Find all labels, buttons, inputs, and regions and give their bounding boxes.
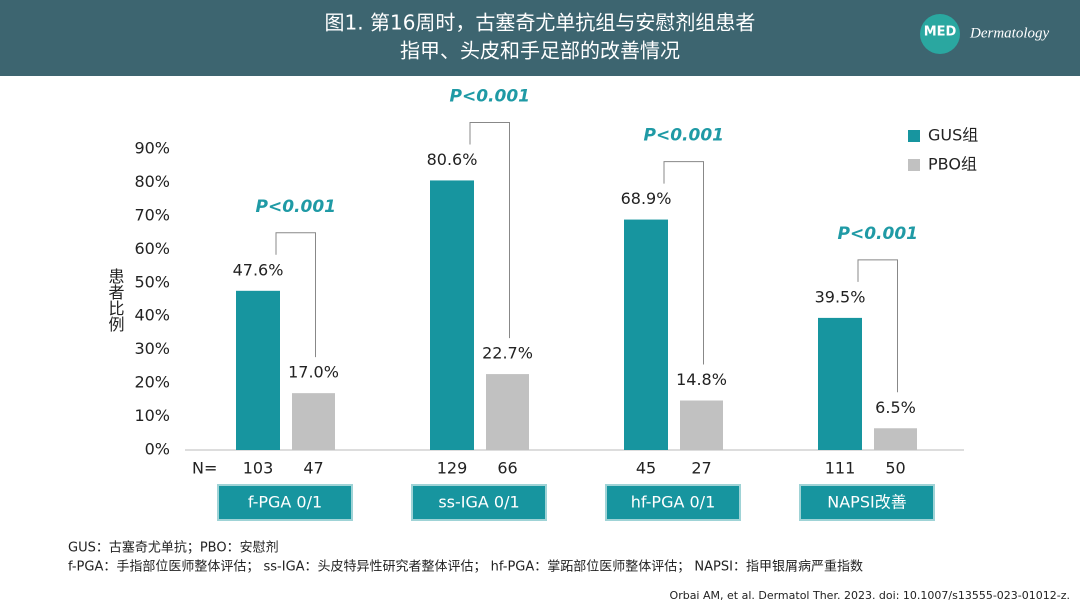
title-line: 指甲、头皮和手足部的改善情况 — [400, 39, 680, 63]
value-label: 39.5% — [815, 287, 866, 306]
value-label: 22.7% — [482, 344, 533, 363]
n-value: 129 — [437, 459, 468, 478]
n-value: 27 — [691, 459, 711, 478]
y-tick-label: 90% — [134, 139, 170, 158]
n-value: 111 — [825, 459, 856, 478]
logo-circle — [920, 14, 960, 54]
n-value: 47 — [303, 459, 323, 478]
n-value: 45 — [636, 459, 656, 478]
title-line: 图1. 第16周时，古塞奇尤单抗组与安慰剂组患者 — [325, 11, 756, 35]
significance-bracket — [275, 232, 316, 358]
value-label: 80.6% — [427, 150, 478, 169]
bar — [236, 290, 280, 450]
bar — [680, 400, 723, 450]
footnote: f-PGA：手指部位医师整体评估； ss-IGA：头皮特异性研究者整体评估； h… — [68, 559, 863, 575]
bar — [874, 428, 917, 450]
value-label: 14.8% — [676, 370, 727, 389]
legend-label: GUS组 — [928, 126, 978, 145]
y-axis-label: 患者比例 — [106, 268, 125, 333]
y-tick-label: 50% — [134, 272, 170, 291]
n-value: 66 — [497, 459, 517, 478]
x-tick-label: f-PGA 0/1 — [248, 493, 322, 512]
y-tick-label: 70% — [134, 205, 170, 224]
significance-bracket — [857, 259, 898, 393]
category-box — [411, 484, 547, 521]
significance-bracket — [663, 161, 704, 365]
legend-label: PBO组 — [928, 155, 977, 174]
footnote: GUS：古塞奇尤单抗；PBO：安慰剂 — [68, 540, 279, 556]
bar — [292, 393, 335, 450]
bar — [624, 219, 668, 450]
legend-swatch — [908, 159, 920, 171]
value-label: 17.0% — [288, 363, 339, 382]
bar — [430, 180, 474, 450]
n-value: 103 — [243, 459, 274, 478]
y-tick-label: 0% — [145, 440, 170, 459]
value-label: 47.6% — [233, 260, 284, 279]
citation: Orbai AM, et al. Dermatol Ther. 2023. do… — [670, 589, 1070, 602]
category-box — [605, 484, 741, 521]
p-value: P<0.001 — [256, 197, 336, 217]
p-value: P<0.001 — [838, 224, 918, 244]
y-tick-label: 80% — [134, 172, 170, 191]
bar — [818, 317, 862, 450]
y-tick-label: 20% — [134, 373, 170, 392]
bar — [486, 374, 529, 450]
y-tick-label: 30% — [134, 339, 170, 358]
value-label: 6.5% — [875, 398, 916, 417]
significance-bracket — [469, 121, 510, 339]
p-value: P<0.001 — [644, 126, 724, 146]
header-band — [0, 0, 1080, 76]
brand: Dermatology — [969, 25, 1049, 41]
value-label: 68.9% — [621, 189, 672, 208]
category-box — [799, 484, 935, 521]
p-value: P<0.001 — [450, 86, 530, 106]
x-tick-label: hf-PGA 0/1 — [631, 493, 716, 512]
logo: MED — [924, 25, 957, 40]
y-tick-label: 60% — [134, 239, 170, 258]
y-tick-label: 10% — [134, 406, 170, 425]
x-tick-label: NAPSI改善 — [827, 493, 906, 512]
n-label: N= — [192, 459, 217, 478]
x-tick-label: ss-IGA 0/1 — [438, 493, 519, 512]
y-tick-label: 40% — [134, 306, 170, 325]
category-box — [217, 484, 353, 521]
legend-swatch — [908, 130, 920, 142]
n-value: 50 — [885, 459, 905, 478]
